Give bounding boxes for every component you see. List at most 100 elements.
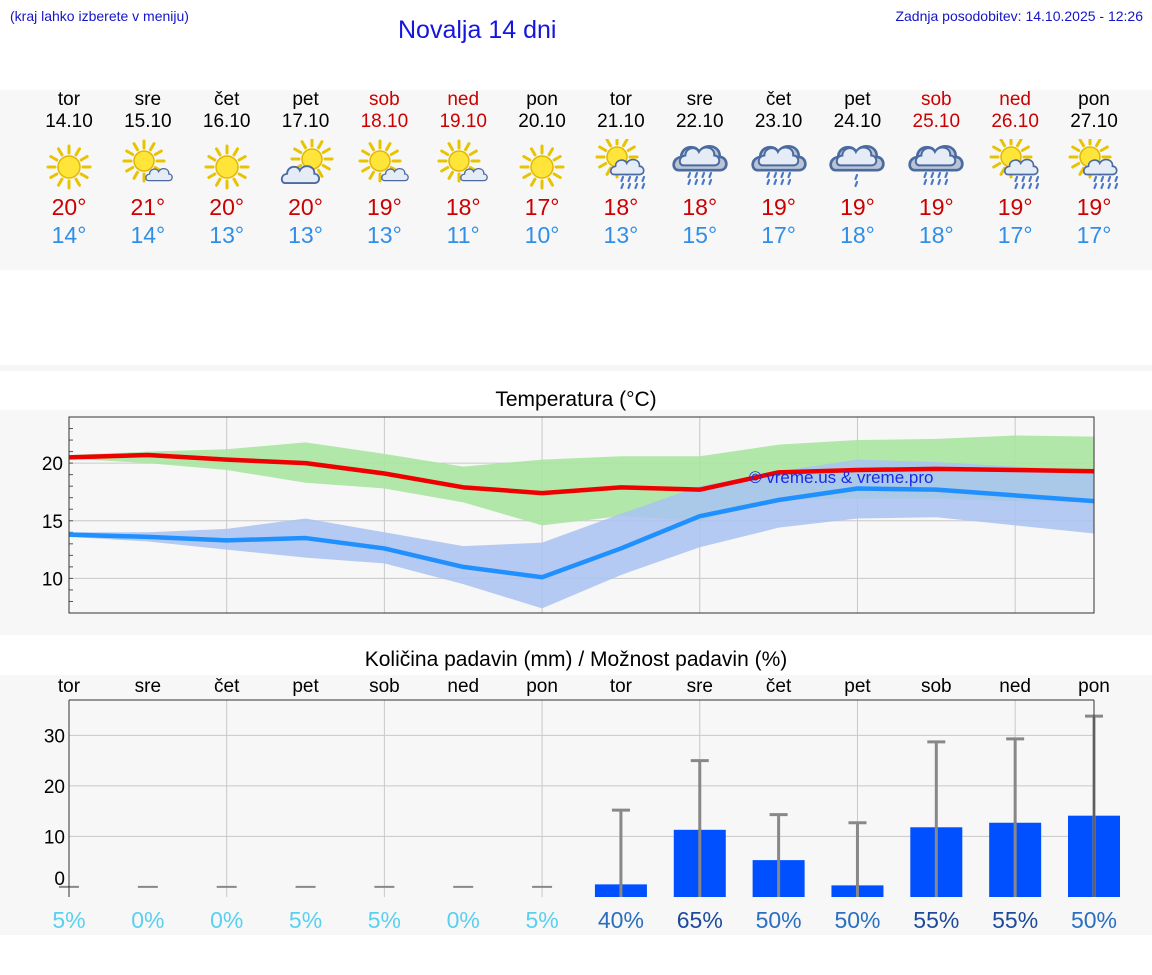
precip-day-label: ned bbox=[999, 676, 1031, 697]
last-updated: Zadnja posodobitev: 14.10.2025 - 12:26 bbox=[895, 8, 1143, 24]
max-temp-range-band bbox=[69, 435, 1094, 526]
precip-day-label: ned bbox=[447, 676, 479, 697]
temp-min: 14° bbox=[51, 222, 87, 248]
daily-forecast-band bbox=[0, 90, 1152, 270]
precip-day-label: čet bbox=[766, 676, 792, 697]
sun-cloud-icon bbox=[437, 139, 489, 183]
day-name: pet bbox=[844, 89, 871, 110]
precip-day-label: sre bbox=[687, 676, 713, 697]
sun-icon bbox=[519, 144, 565, 190]
temp-max: 18° bbox=[445, 194, 481, 220]
day-column: sre 15.10 21° 14° bbox=[109, 89, 187, 249]
temp-min: 10° bbox=[524, 222, 560, 248]
temp-max: 17° bbox=[524, 194, 560, 220]
day-column: tor 14.10 20° 14° bbox=[30, 89, 108, 249]
sun-icon bbox=[204, 144, 250, 190]
day-column: sob 25.10 19° 18° bbox=[897, 89, 975, 249]
y-tick-label: 10 bbox=[42, 569, 63, 590]
day-name: pon bbox=[526, 89, 558, 110]
precip-day-label: pon bbox=[526, 676, 558, 697]
precip-day-label: pon bbox=[1078, 676, 1110, 697]
temp-max: 20° bbox=[209, 194, 245, 220]
day-name: čet bbox=[765, 89, 792, 110]
temp-min: 13° bbox=[288, 222, 323, 248]
day-date: 14.10 bbox=[45, 111, 93, 132]
day-column: čet 16.10 20° 13° bbox=[188, 89, 266, 249]
temp-max: 18° bbox=[603, 194, 639, 220]
day-date: 24.10 bbox=[833, 111, 882, 132]
precipitation-title: Količina padavin (mm) / Možnost padavin … bbox=[364, 648, 788, 671]
temperature-title: Temperatura (°C) bbox=[495, 388, 657, 411]
precip-chance-label: 65% bbox=[677, 907, 723, 933]
precip-chance-label: 50% bbox=[834, 907, 880, 933]
precip-chance-label: 0% bbox=[447, 907, 480, 933]
day-date: 20.10 bbox=[518, 111, 566, 132]
day-column: tor 21.10 18° 13° bbox=[582, 89, 660, 249]
y-tick-label: 20 bbox=[42, 454, 63, 475]
precip-chance-label: 55% bbox=[913, 907, 959, 933]
day-name: sob bbox=[369, 89, 400, 110]
temp-min: 18° bbox=[918, 222, 954, 248]
sun-cloud-icon bbox=[122, 139, 173, 183]
sun-rain-icon bbox=[595, 139, 646, 190]
day-name: sre bbox=[134, 89, 162, 110]
temp-max: 19° bbox=[918, 194, 954, 220]
day-date: 21.10 bbox=[597, 111, 645, 132]
y-tick-label: 15 bbox=[42, 512, 63, 533]
y-tick-label: 10 bbox=[44, 827, 65, 848]
sun-cloud-icon bbox=[358, 139, 410, 183]
temp-max: 19° bbox=[366, 194, 402, 220]
precipitation-chart: tor sre čet pet sob ned pon tor sre čet pet sob ned p… bbox=[44, 676, 1120, 933]
day-date: 22.10 bbox=[675, 111, 724, 132]
temp-min: 17° bbox=[1076, 222, 1112, 248]
precip-chance-label: 5% bbox=[525, 907, 558, 933]
sun-rain-icon bbox=[989, 139, 1040, 190]
y-tick-label: 0 bbox=[54, 869, 65, 890]
partly-cloudy-icon bbox=[280, 139, 334, 185]
max-temp-line bbox=[68, 452, 1095, 496]
day-date: 25.10 bbox=[912, 111, 961, 132]
precip-chance-label: 5% bbox=[368, 907, 401, 933]
temp-min: 17° bbox=[761, 222, 796, 248]
sun-icon bbox=[46, 144, 92, 190]
day-column: ned 26.10 19° 17° bbox=[976, 89, 1054, 249]
temp-max: 20° bbox=[51, 194, 87, 220]
day-name: pon bbox=[1078, 89, 1110, 110]
day-date: 26.10 bbox=[991, 111, 1039, 132]
temp-min: 13° bbox=[603, 222, 639, 248]
day-name: sre bbox=[686, 89, 713, 110]
rain-cloud-icon bbox=[908, 145, 964, 186]
temp-min: 18° bbox=[840, 222, 875, 248]
day-date: 23.10 bbox=[754, 111, 803, 132]
watermark: © vreme.us & vreme.pro bbox=[749, 468, 933, 487]
precip-chance-label: 40% bbox=[598, 907, 644, 933]
precip-day-label: tor bbox=[610, 676, 633, 697]
precip-chance-label: 55% bbox=[992, 907, 1038, 933]
precip-day-label: pet bbox=[844, 676, 871, 697]
day-date: 18.10 bbox=[360, 111, 409, 132]
divider bbox=[0, 365, 1152, 371]
precip-chance-label: 50% bbox=[1071, 907, 1117, 933]
temp-max: 21° bbox=[130, 194, 166, 220]
rain-cloud-icon bbox=[750, 145, 807, 186]
sun-rain-icon bbox=[1068, 139, 1119, 190]
temp-min: 13° bbox=[366, 222, 402, 248]
temp-min: 11° bbox=[446, 222, 480, 248]
day-column: ned 19.10 18° 11° bbox=[424, 89, 502, 249]
min-temp-range-band bbox=[69, 459, 1094, 609]
day-column: pon 27.10 19° 17° bbox=[1055, 89, 1133, 249]
precip-day-label: sob bbox=[921, 676, 952, 697]
precip-chance-label: 50% bbox=[756, 907, 802, 933]
temp-max: 19° bbox=[1076, 194, 1112, 220]
precip-day-label: sre bbox=[135, 676, 161, 697]
precip-chance-label: 5% bbox=[52, 907, 85, 933]
temp-min: 14° bbox=[130, 222, 166, 248]
temperature-chart: 10 15 20 © vreme.us & vreme.pro bbox=[42, 416, 1095, 614]
day-name: ned bbox=[447, 89, 480, 110]
temp-min: 15° bbox=[682, 222, 718, 248]
day-name: ned bbox=[999, 89, 1031, 110]
rain-cloud-icon bbox=[672, 145, 728, 186]
min-temp-line bbox=[68, 486, 1095, 580]
day-column: sre 22.10 18° 15° bbox=[661, 89, 739, 249]
precip-day-label: sob bbox=[369, 676, 400, 697]
